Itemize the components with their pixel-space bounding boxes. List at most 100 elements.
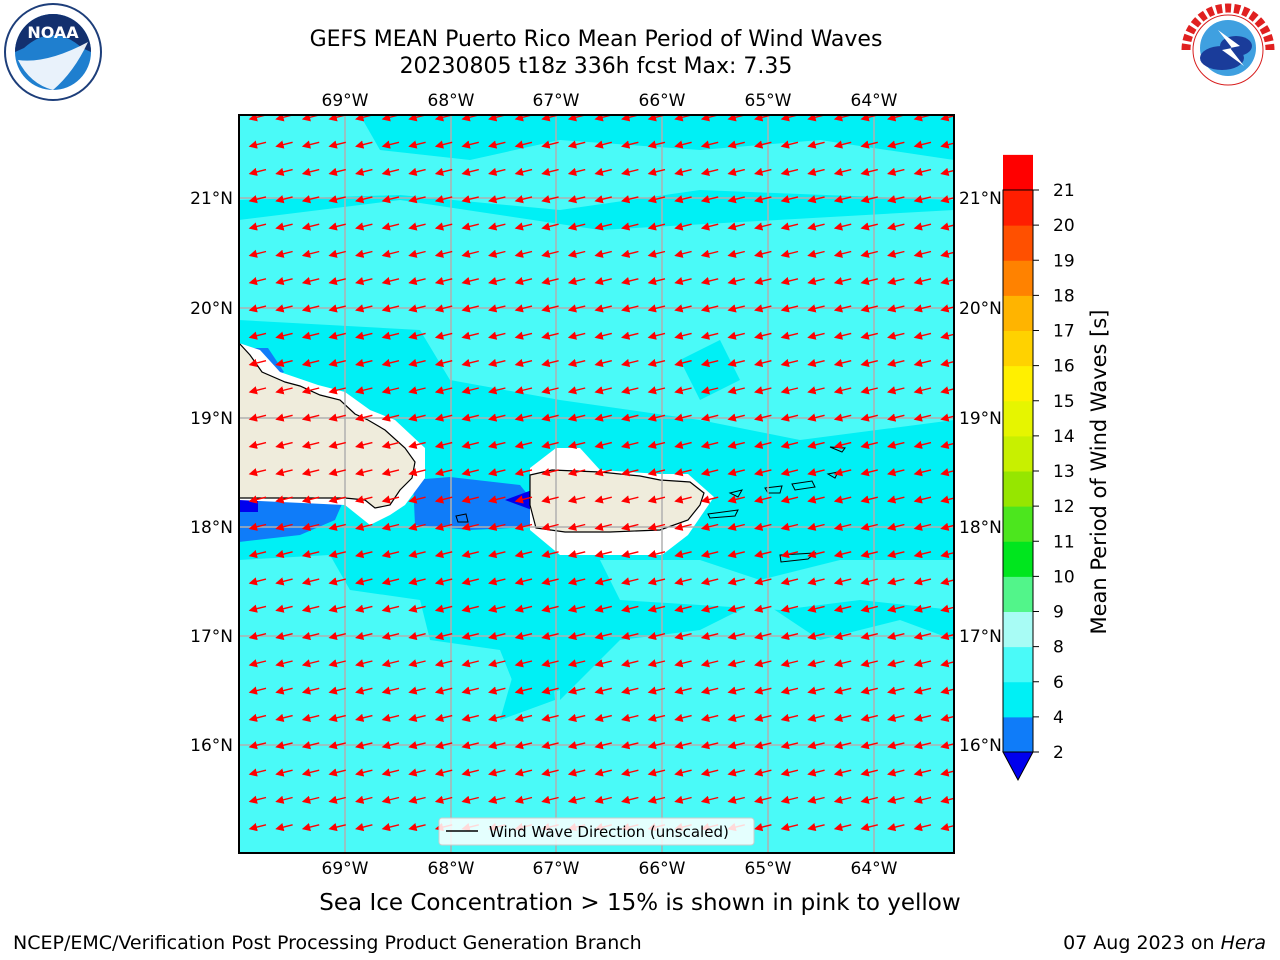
wave-direction-arrow [621,249,639,258]
wave-direction-arrow [594,249,612,258]
colorbar-swatch [1003,506,1033,542]
wave-direction-arrow [700,358,719,368]
wave-direction-arrow [541,358,559,368]
wave-direction-arrow [514,550,533,559]
wave-direction-arrow [461,713,479,722]
wave-direction-arrow [328,386,346,395]
colorbar-tick-label: 2 [1053,743,1064,763]
wave-direction-arrow [647,495,666,504]
wave-direction-arrow [328,331,346,340]
wave-direction-arrow [833,686,852,695]
wave-direction-arrow [434,522,453,531]
wave-direction-arrow [780,358,799,368]
colorbar-swatch [1003,295,1033,331]
wave-direction-arrow [833,522,852,531]
wave-direction-arrow [594,686,612,695]
wave-direction-arrow [940,604,954,613]
wave-direction-arrow [434,440,453,449]
wave-direction-arrow [248,713,267,722]
wave-direction-arrow [727,304,745,313]
wave-direction-arrow [700,195,719,204]
wave-direction-arrow [408,249,426,258]
wave-direction-arrow [621,631,639,641]
wave-direction-arrow [355,604,373,613]
wave-direction-arrow [727,577,745,586]
wave-direction-arrow [567,358,586,368]
wave-direction-arrow [754,413,772,422]
wave-direction-arrow [913,277,932,286]
wave-direction-arrow [700,277,719,286]
wave-direction-arrow [807,659,825,668]
colorbar-swatch [1003,611,1033,648]
wave-direction-arrow [248,440,267,449]
lon-label-top: 65°W [745,91,792,111]
wave-direction-arrow [807,577,825,586]
wave-direction-arrow [807,741,825,750]
wave-direction-arrow [355,358,373,368]
wave-direction-arrow [275,358,293,368]
wave-direction-arrow [248,550,267,559]
wave-direction-arrow [567,659,586,668]
wave-direction-arrow [940,713,954,722]
wave-direction-arrow [647,659,666,668]
wave-direction-arrow [461,167,479,176]
wave-direction-arrow [594,167,612,176]
wave-direction-arrow [514,249,533,258]
wave-direction-arrow [488,686,506,695]
wave-direction-arrow [594,659,612,668]
wave-direction-arrow [621,795,639,804]
wave-direction-arrow [780,195,799,204]
map-legend: Wind Wave Direction (unscaled) [438,817,755,846]
wave-direction-arrow [807,495,825,504]
wave-direction-arrow [301,686,320,695]
wave-direction-arrow [408,659,426,668]
colorbar-tick-label: 9 [1053,603,1064,623]
wave-direction-arrow [940,115,954,122]
wave-direction-arrow [940,440,954,449]
wave-direction-arrow [807,522,825,531]
wave-direction-arrow [780,413,799,422]
wave-direction-arrow [833,304,852,313]
wave-direction-arrow [913,413,932,422]
wave-direction-arrow [275,686,293,695]
wave-direction-arrow [860,522,878,531]
colorbar-swatch [1003,400,1033,437]
noaa-logo-icon: NOAA [4,3,102,101]
wave-direction-arrow [434,631,453,641]
wave-direction-arrow [275,522,293,531]
wave-direction-arrow [514,440,533,449]
wave-direction-arrow [913,713,932,722]
lat-label-right: 20°N [959,299,1002,319]
wave-direction-arrow [700,304,719,313]
wave-direction-arrow [940,550,954,559]
wave-direction-arrow [514,222,533,231]
wave-direction-arrow [887,795,905,804]
wave-direction-arrow [408,522,426,531]
wave-direction-arrow [621,522,639,531]
wave-direction-arrow [940,741,954,750]
colorbar-swatch [1003,716,1033,753]
wave-direction-arrow [275,768,293,777]
wave-direction-arrow [567,550,586,559]
wave-direction-arrow [833,140,852,149]
lon-label-bottom: 66°W [639,859,686,879]
wave-direction-arrow [674,413,692,422]
wave-direction-arrow [461,195,479,204]
wave-direction-arrow [408,550,426,559]
wave-direction-arrow [461,440,479,449]
wave-direction-arrow [355,440,373,449]
wave-direction-arrow [541,222,559,231]
wave-direction-arrow [913,604,932,613]
wave-direction-arrow [381,522,400,531]
wave-direction-arrow [488,277,506,286]
wave-direction-arrow [248,386,267,395]
wave-direction-arrow [488,577,506,586]
wave-direction-arrow [700,631,719,641]
wave-direction-arrow [567,140,586,149]
wave-direction-arrow [621,577,639,586]
wave-direction-arrow [381,495,400,504]
wave-direction-arrow [860,577,878,586]
wave-direction-arrow [621,386,639,395]
wave-direction-arrow [541,741,559,750]
